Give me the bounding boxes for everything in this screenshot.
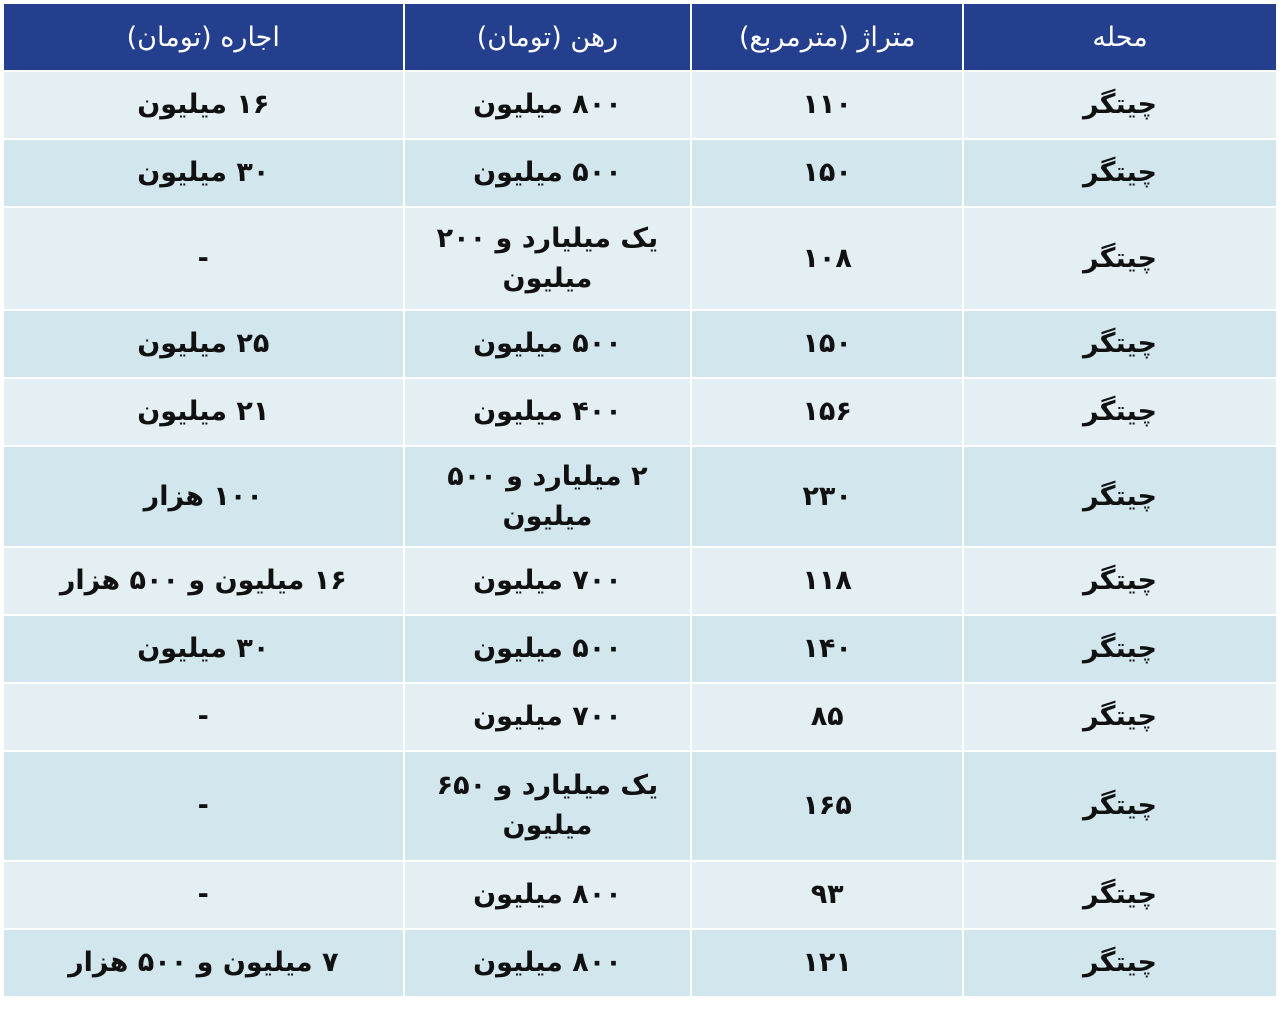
table-row: چیتگر ۸۵ ۷۰۰ میلیون - — [4, 684, 1276, 750]
cell-deposit: ۸۰۰ میلیون — [404, 72, 691, 138]
cell-deposit: ۵۰۰ میلیون — [404, 140, 691, 206]
cell-rent: - — [4, 752, 403, 860]
header-deposit: رهن (تومان) — [404, 4, 691, 70]
header-district: محله — [964, 4, 1276, 70]
table-row: چیتگر ۱۱۸ ۷۰۰ میلیون ۱۶ میلیون و ۵۰۰ هزار — [4, 548, 1276, 614]
cell-rent: ۷ میلیون و ۵۰۰ هزار — [4, 930, 403, 996]
cell-deposit: ۴۰۰ میلیون — [404, 379, 691, 445]
cell-area: ۱۵۰ — [692, 140, 963, 206]
cell-area: ۹۳ — [692, 862, 963, 928]
cell-deposit: ۵۰۰ میلیون — [404, 616, 691, 682]
cell-area: ۱۴۰ — [692, 616, 963, 682]
cell-district: چیتگر — [964, 208, 1276, 309]
cell-area: ۱۱۰ — [692, 72, 963, 138]
cell-deposit: یک میلیارد و ۲۰۰ میلیون — [404, 208, 691, 309]
cell-rent: - — [4, 684, 403, 750]
cell-district: چیتگر — [964, 930, 1276, 996]
table-row: چیتگر ۱۵۶ ۴۰۰ میلیون ۲۱ میلیون — [4, 379, 1276, 445]
cell-district: چیتگر — [964, 752, 1276, 860]
cell-deposit: ۸۰۰ میلیون — [404, 862, 691, 928]
cell-deposit: یک میلیارد و ۶۵۰ میلیون — [404, 752, 691, 860]
cell-deposit: ۵۰۰ میلیون — [404, 311, 691, 377]
table-body: چیتگر ۱۱۰ ۸۰۰ میلیون ۱۶ میلیون چیتگر ۱۵۰ ۵۰۰ م… — [4, 72, 1276, 996]
cell-area: ۱۱۸ — [692, 548, 963, 614]
table-row: چیتگر ۲۳۰ ۲ میلیارد و ۵۰۰ میلیون ۱۰۰ هزار — [4, 447, 1276, 546]
cell-rent: ۲۱ میلیون — [4, 379, 403, 445]
table-row: چیتگر ۱۲۱ ۸۰۰ میلیون ۷ میلیون و ۵۰۰ هزار — [4, 930, 1276, 996]
cell-district: چیتگر — [964, 311, 1276, 377]
cell-rent: ۱۰۰ هزار — [4, 447, 403, 546]
cell-area: ۱۵۰ — [692, 311, 963, 377]
cell-rent: ۳۰ میلیون — [4, 140, 403, 206]
table-row: چیتگر ۱۱۰ ۸۰۰ میلیون ۱۶ میلیون — [4, 72, 1276, 138]
cell-area: ۸۵ — [692, 684, 963, 750]
cell-district: چیتگر — [964, 379, 1276, 445]
table-row: چیتگر ۱۵۰ ۵۰۰ میلیون ۳۰ میلیون — [4, 140, 1276, 206]
table-row: چیتگر ۱۶۵ یک میلیارد و ۶۵۰ میلیون - — [4, 752, 1276, 860]
table-row: چیتگر ۱۵۰ ۵۰۰ میلیون ۲۵ میلیون — [4, 311, 1276, 377]
cell-rent: - — [4, 208, 403, 309]
cell-rent: - — [4, 862, 403, 928]
table-row: چیتگر ۱۰۸ یک میلیارد و ۲۰۰ میلیون - — [4, 208, 1276, 309]
cell-deposit: ۷۰۰ میلیون — [404, 548, 691, 614]
cell-rent: ۳۰ میلیون — [4, 616, 403, 682]
cell-district: چیتگر — [964, 548, 1276, 614]
rental-listings-table: محله متراژ (مترمربع) رهن (تومان) اجاره (… — [2, 2, 1278, 998]
cell-deposit: ۸۰۰ میلیون — [404, 930, 691, 996]
cell-rent: ۱۶ میلیون و ۵۰۰ هزار — [4, 548, 403, 614]
cell-area: ۱۶۵ — [692, 752, 963, 860]
header-row: محله متراژ (مترمربع) رهن (تومان) اجاره (… — [4, 4, 1276, 70]
cell-district: چیتگر — [964, 616, 1276, 682]
cell-rent: ۲۵ میلیون — [4, 311, 403, 377]
cell-district: چیتگر — [964, 140, 1276, 206]
table-row: چیتگر ۱۴۰ ۵۰۰ میلیون ۳۰ میلیون — [4, 616, 1276, 682]
cell-area: ۱۵۶ — [692, 379, 963, 445]
table-row: چیتگر ۹۳ ۸۰۰ میلیون - — [4, 862, 1276, 928]
cell-district: چیتگر — [964, 447, 1276, 546]
cell-rent: ۱۶ میلیون — [4, 72, 403, 138]
cell-deposit: ۷۰۰ میلیون — [404, 684, 691, 750]
header-rent: اجاره (تومان) — [4, 4, 403, 70]
cell-deposit: ۲ میلیارد و ۵۰۰ میلیون — [404, 447, 691, 546]
cell-district: چیتگر — [964, 72, 1276, 138]
cell-district: چیتگر — [964, 684, 1276, 750]
header-area: متراژ (مترمربع) — [692, 4, 963, 70]
cell-area: ۱۲۱ — [692, 930, 963, 996]
cell-area: ۱۰۸ — [692, 208, 963, 309]
cell-district: چیتگر — [964, 862, 1276, 928]
cell-area: ۲۳۰ — [692, 447, 963, 546]
